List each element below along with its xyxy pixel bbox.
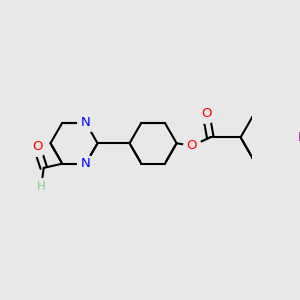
- Text: H: H: [37, 180, 46, 193]
- Text: O: O: [187, 139, 197, 152]
- Text: N: N: [81, 116, 91, 129]
- Text: O: O: [32, 140, 42, 153]
- Text: F: F: [297, 131, 300, 144]
- Text: N: N: [81, 157, 91, 170]
- Text: O: O: [201, 107, 211, 120]
